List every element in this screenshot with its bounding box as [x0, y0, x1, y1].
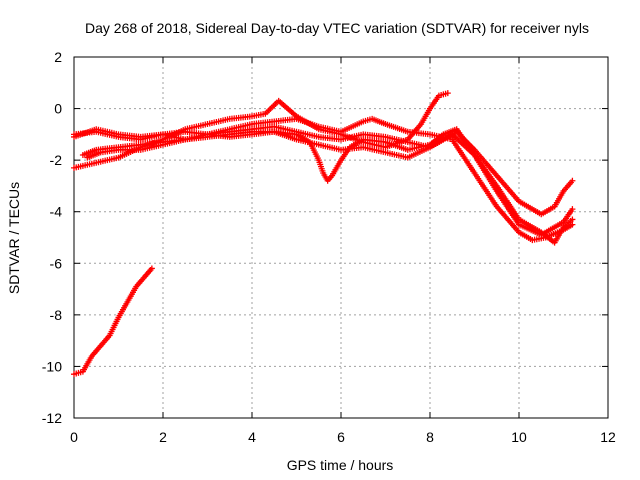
- data-point: [569, 177, 576, 184]
- y-tick-label: -8: [50, 307, 63, 323]
- series-track-5: [84, 115, 576, 244]
- data-series: [71, 90, 576, 378]
- x-axis-label: GPS time / hours: [287, 457, 394, 473]
- y-tick-label: -6: [50, 255, 63, 271]
- data-point: [569, 206, 576, 213]
- y-tick-label: 0: [54, 101, 62, 117]
- x-tick-label: 10: [511, 429, 527, 445]
- x-axis-tick-labels: 0 2 4 6 8 10 12: [70, 429, 616, 445]
- y-tick-label: -12: [42, 410, 62, 426]
- data-point: [444, 90, 451, 97]
- x-tick-label: 8: [426, 429, 434, 445]
- data-point: [148, 265, 155, 272]
- y-tick-label: 2: [54, 49, 62, 65]
- x-tick-label: 4: [248, 429, 256, 445]
- y-axis-label: SDTVAR / TECUs: [6, 182, 22, 294]
- data-point: [569, 216, 576, 223]
- y-tick-label: -10: [42, 358, 62, 374]
- y-axis-tick-labels: 2 0 -2 -4 -6 -8 -10 -12: [42, 49, 62, 426]
- y-tick-label: -4: [50, 204, 63, 220]
- x-tick-label: 12: [600, 429, 616, 445]
- data-point: [569, 221, 576, 228]
- x-tick-label: 0: [70, 429, 78, 445]
- axis-ticks: [73, 56, 609, 419]
- y-tick-label: -2: [50, 152, 63, 168]
- chart-title: Day 268 of 2018, Sidereal Day-to-day VTE…: [85, 20, 589, 36]
- x-tick-label: 2: [159, 429, 167, 445]
- series-track-1: [71, 265, 155, 378]
- x-tick-label: 6: [337, 429, 345, 445]
- series-track-6: [71, 128, 576, 238]
